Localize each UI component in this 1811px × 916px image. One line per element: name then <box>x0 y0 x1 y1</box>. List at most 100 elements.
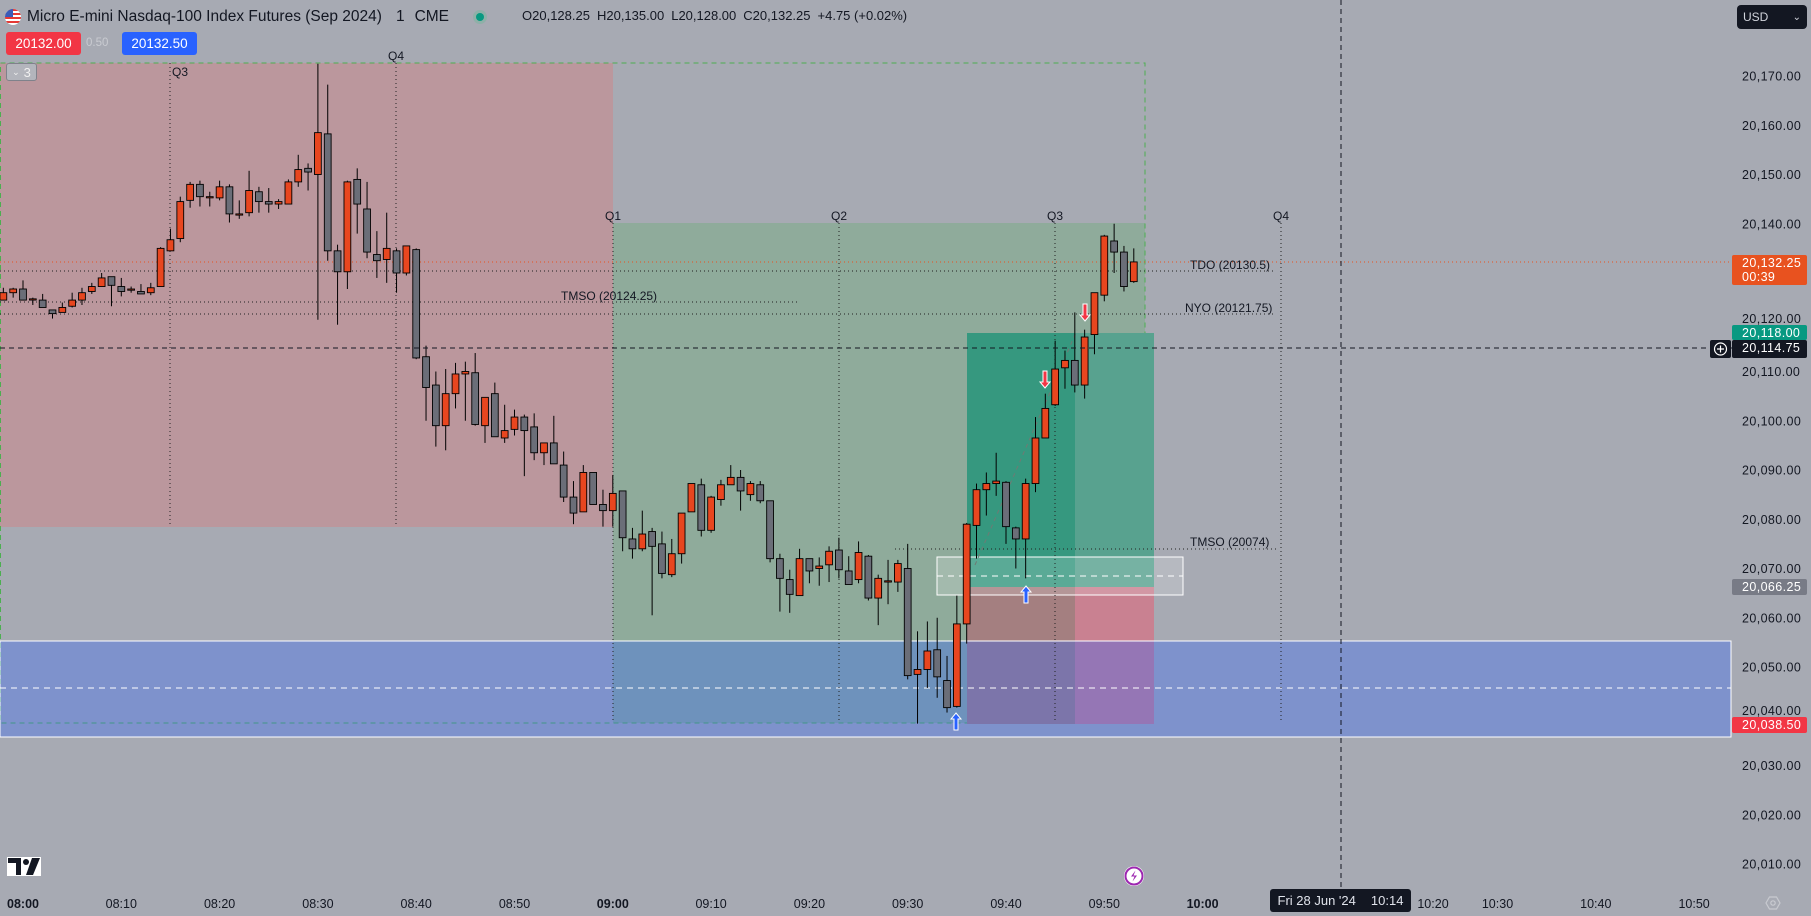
candle-body <box>726 476 735 486</box>
candle-body <box>530 426 539 454</box>
candle <box>87 282 96 294</box>
candle-body <box>894 563 902 583</box>
time-tick-label: 08:00 <box>7 897 39 911</box>
candle <box>579 465 588 513</box>
candle-body <box>579 472 588 513</box>
us-flag-icon <box>5 9 21 25</box>
candle <box>795 548 804 597</box>
candle-body <box>1090 292 1099 336</box>
candle-body <box>68 299 77 307</box>
candle-body <box>481 396 489 427</box>
time-tick-label: 09:40 <box>990 897 1021 911</box>
candle <box>628 527 637 559</box>
candle-body <box>962 523 971 625</box>
sell-button[interactable]: 20132.00 <box>6 32 81 55</box>
candle <box>48 309 57 319</box>
buy-arrow-icon <box>1019 585 1033 604</box>
buy-button[interactable]: 20132.50 <box>122 32 197 55</box>
bar-countdown: 00:39 <box>1742 270 1775 284</box>
symbol-title[interactable]: Micro E-mini Nasdaq-100 Index Futures (S… <box>27 8 382 25</box>
price-axis[interactable]: 20,170.00 20,160.00 20,150.00 20,140.00 20,1… <box>1742 70 1801 872</box>
candle <box>38 293 47 308</box>
candle <box>284 179 293 205</box>
price-tick-label: 20,070.00 <box>1742 562 1801 576</box>
price-tick-label: 20,160.00 <box>1742 119 1801 133</box>
candle-body <box>874 577 883 599</box>
candle <box>294 154 303 187</box>
candle-body <box>471 372 480 425</box>
candle-body <box>382 247 391 260</box>
candle <box>589 472 597 505</box>
candle-body <box>638 533 647 550</box>
candle-body <box>1061 359 1069 369</box>
candle <box>146 282 155 296</box>
crosshair-time-badge: Fri 28 Jun '24 10:14 <box>1270 889 1411 912</box>
candle <box>432 371 440 447</box>
candle-body <box>815 565 824 569</box>
settings-icon[interactable] <box>1765 896 1781 910</box>
chevron-down-icon: ⌄ <box>12 66 20 77</box>
time-axis[interactable]: 08:00 08:10 08:20 08:30 08:40 08:50 09:00 09:10… <box>7 897 1710 911</box>
price-tick-label: 20,140.00 <box>1742 217 1801 231</box>
currency-dropdown[interactable]: USD ⌄ <box>1737 5 1807 29</box>
candle <box>510 409 519 436</box>
lightning-icon[interactable] <box>1124 866 1144 886</box>
candle-body <box>903 568 912 677</box>
candle-body <box>392 250 401 274</box>
candle-body <box>78 292 86 301</box>
candle <box>530 413 539 461</box>
level-label-tmso-2: TMSO (20074) <box>1190 535 1269 549</box>
candle-body <box>343 181 352 273</box>
symbol-header[interactable]: Micro E-mini Nasdaq-100 Index Futures (S… <box>0 6 488 28</box>
candle-body <box>215 186 224 199</box>
candle-body <box>520 416 529 432</box>
candle <box>402 245 411 276</box>
add-order-button[interactable] <box>1710 340 1731 358</box>
candle-body <box>156 247 165 287</box>
candle-body <box>19 288 27 301</box>
candle <box>726 465 735 486</box>
candle <box>255 186 263 213</box>
candle-body <box>569 496 578 514</box>
candle-body <box>540 442 548 454</box>
candle-body <box>127 288 135 291</box>
candle-body <box>913 669 922 675</box>
session-range-outline[interactable] <box>0 62 1146 724</box>
time-tick-label: 09:10 <box>695 897 726 911</box>
plus-circle-icon <box>1713 342 1728 356</box>
candle-body <box>628 538 637 550</box>
position-loss-zone-ext[interactable] <box>1075 587 1154 724</box>
crosshair-price-badge: 20,114.75 <box>1732 340 1807 358</box>
candle <box>127 286 135 293</box>
candle <box>245 170 253 217</box>
candle-body <box>97 277 106 287</box>
position-loss-zone[interactable] <box>967 587 1075 724</box>
candle <box>490 382 499 438</box>
exchange-label: CME <box>414 8 450 25</box>
candle <box>903 543 912 680</box>
market-status-icon[interactable] <box>473 10 488 24</box>
candle-body <box>776 558 784 579</box>
indicators-toggle-button[interactable]: ⌄ 3 <box>6 63 37 81</box>
candle <box>953 595 961 708</box>
candle-body <box>707 496 715 531</box>
candle <box>972 483 981 559</box>
candle <box>844 556 853 585</box>
candle-body <box>933 649 942 678</box>
candle <box>923 621 932 688</box>
candle <box>225 184 234 223</box>
candle-body <box>1021 483 1030 540</box>
candle-body <box>1031 437 1040 484</box>
price-tick-label: 20,110.00 <box>1742 365 1800 379</box>
candle-body <box>549 442 558 465</box>
candle-body <box>795 558 804 597</box>
candle <box>608 474 617 527</box>
candle <box>107 276 116 307</box>
candles <box>0 63 1138 724</box>
interval-label[interactable]: 1 <box>395 8 405 25</box>
candle-body <box>363 208 371 253</box>
demand-zone[interactable] <box>0 640 1732 738</box>
candle <box>746 481 755 501</box>
candle <box>500 404 509 443</box>
